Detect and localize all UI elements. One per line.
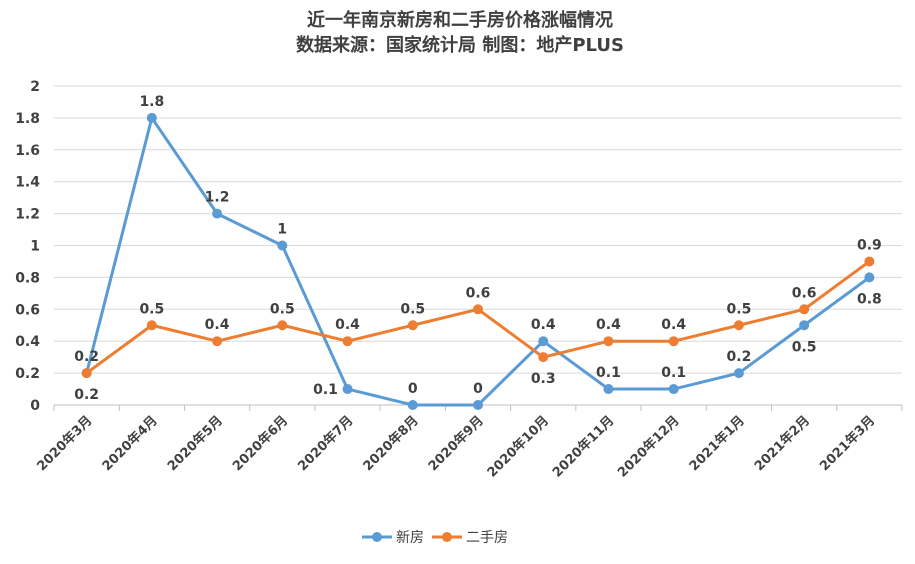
- legend-label: 二手房: [466, 530, 508, 546]
- y-axis: 0 0.2 0.4 0.6 0.8 1 1.2 1.4 1.6 1.8 2: [15, 79, 40, 414]
- data-label: 0.6: [792, 285, 817, 301]
- data-label: 0.4: [531, 317, 556, 333]
- series-second-hand-homes: 0.2 0.5 0.4 0.5 0.4 0.5 0.6 0.3 0.4 0.4 0.5 0.6 0.9: [74, 237, 882, 387]
- data-point: [733, 368, 744, 379]
- legend-marker: [442, 532, 452, 542]
- legend-item[interactable]: 新房: [362, 530, 424, 546]
- x-tick-label: 2020年9月: [425, 413, 487, 475]
- data-label: 0.4: [596, 317, 621, 333]
- y-tick-label: 0.8: [15, 270, 40, 286]
- x-tick-label: 2021年3月: [817, 413, 879, 475]
- chart-title: 近一年南京新房和二手房价格涨幅情况: [307, 9, 613, 31]
- y-tick-label: 0.6: [15, 302, 40, 318]
- legend-label: 新房: [396, 530, 424, 546]
- y-tick-label: 0: [30, 398, 40, 414]
- y-tick-label: 1: [30, 239, 40, 255]
- series-group: 0.21.81.210.1 0 00.40.1 0.10.20.50.80.20.50…: [74, 94, 882, 410]
- data-label: 0.2: [74, 349, 99, 365]
- x-axis: 2020年3月 2020年4月 2020年5月 2020年6月 2020年7月 2020年…: [34, 404, 903, 481]
- x-tick-label: 2020年10月: [484, 413, 552, 481]
- data-point: [277, 320, 288, 331]
- data-point: [603, 384, 614, 395]
- y-tick-label: 0.4: [15, 334, 40, 350]
- y-tick-label: 1.2: [15, 207, 40, 223]
- data-label: 0.4: [335, 317, 360, 333]
- series-new-homes: 0.2 1.8 1.2 1 0.1 0 0 0.4 0.1 0.1 0.2 0.5 0.8: [74, 94, 882, 410]
- data-point: [81, 368, 92, 379]
- y-tick-label: 1.4: [15, 175, 40, 191]
- x-tick-label: 2021年1月: [686, 413, 748, 475]
- data-label: 0.2: [74, 387, 99, 403]
- y-tick-label: 2: [30, 79, 40, 95]
- data-label: 0.5: [139, 301, 164, 317]
- data-point: [603, 336, 614, 347]
- chart-subtitle: 数据来源：国家统计局 制图：地产PLUS: [296, 34, 624, 56]
- data-label: 1: [277, 222, 287, 238]
- data-label: 0.3: [531, 371, 556, 387]
- y-tick-label: 1.6: [15, 143, 40, 159]
- data-point: [473, 304, 483, 315]
- data-label: 0.5: [400, 301, 425, 317]
- data-point: [146, 320, 157, 331]
- x-tick-label: 2020年5月: [164, 413, 226, 475]
- data-label: 1.2: [205, 190, 230, 206]
- y-tick-label: 1.8: [15, 111, 40, 127]
- data-point: [342, 384, 353, 395]
- data-label: 0.8: [857, 291, 882, 307]
- x-tick-label: 2020年6月: [229, 413, 291, 475]
- x-tick-label: 2020年8月: [360, 413, 422, 475]
- data-label: 0.5: [792, 339, 817, 355]
- data-point: [733, 320, 744, 331]
- data-label: 0.2: [727, 349, 752, 365]
- data-point: [277, 240, 288, 251]
- data-point: [212, 208, 223, 219]
- data-point: [864, 256, 875, 267]
- x-tick-label: 2020年11月: [549, 413, 617, 481]
- data-point: [212, 336, 223, 347]
- x-tick-label: 2020年7月: [295, 413, 357, 475]
- data-label: 0.5: [727, 301, 752, 317]
- legend-item[interactable]: 二手房: [432, 530, 508, 546]
- data-point: [407, 320, 418, 331]
- data-label: 0: [408, 381, 418, 397]
- data-label: 0.6: [466, 285, 491, 301]
- data-label: 0.1: [661, 365, 686, 381]
- data-point: [799, 320, 810, 331]
- legend-marker: [372, 532, 382, 542]
- series-line: [85, 116, 871, 407]
- data-point: [342, 336, 353, 347]
- gridlines: [54, 85, 902, 374]
- data-label: 0.4: [205, 317, 230, 333]
- data-point: [538, 336, 549, 347]
- data-label: 1.8: [139, 94, 164, 110]
- data-point: [538, 352, 549, 363]
- data-point: [668, 336, 679, 347]
- legend: 新房 二手房: [362, 530, 508, 546]
- data-label: 0.1: [596, 365, 621, 381]
- data-label: 0.9: [857, 237, 882, 253]
- data-point: [407, 400, 418, 410]
- data-point: [146, 112, 157, 123]
- y-tick-label: 0.2: [15, 366, 40, 382]
- x-tick-label: 2021年2月: [751, 413, 813, 475]
- x-tick-label: 2020年12月: [614, 413, 682, 481]
- data-label: 0.5: [270, 301, 295, 317]
- x-tick-label: 2020年3月: [34, 413, 96, 475]
- data-point: [799, 304, 810, 315]
- data-label: 0.4: [661, 317, 686, 333]
- data-point: [473, 400, 483, 410]
- data-point: [668, 384, 679, 395]
- x-tick-label: 2020年4月: [99, 413, 161, 475]
- data-label: 0: [473, 381, 483, 397]
- data-label: 0.1: [313, 382, 338, 398]
- data-point: [864, 272, 875, 283]
